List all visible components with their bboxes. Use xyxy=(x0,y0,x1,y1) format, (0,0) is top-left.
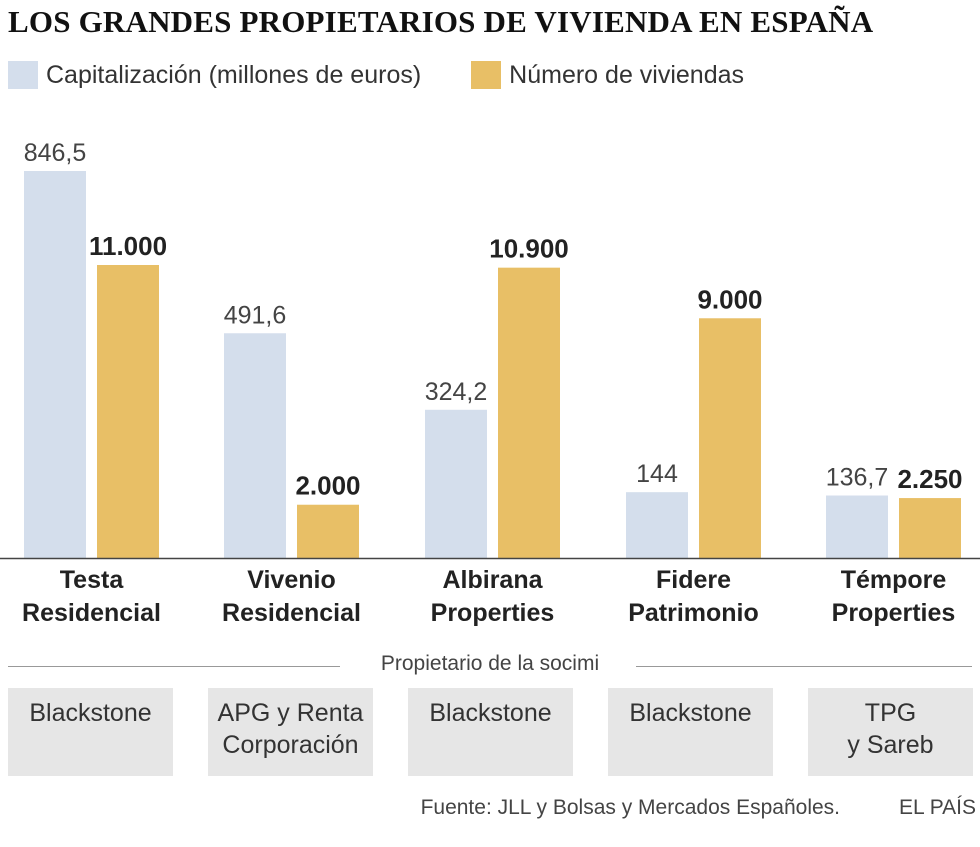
data-label-viviendas-1: 11.000 xyxy=(89,231,167,261)
chart-title: LOS GRANDES PROPIETARIOS DE VIVIENDA EN … xyxy=(8,4,874,39)
bar-chart: 846,5 11.000 Testa Residencial 491,6 2.000 Viv… xyxy=(0,139,980,627)
owner-name-1-line-1: Blackstone xyxy=(29,699,152,727)
owner-box-4: Blackstone xyxy=(608,688,773,776)
bar-viviendas-1 xyxy=(97,265,159,558)
legend-swatch-capitalizacion xyxy=(8,61,38,89)
data-label-viviendas-3: 10.900 xyxy=(489,234,569,264)
legend-item-capitalizacion: Capitalización (millones de euros) xyxy=(8,61,421,90)
owner-box-3: Blackstone xyxy=(408,688,573,776)
section-divider-right xyxy=(636,666,972,667)
category-label-4-line-1: Fidere xyxy=(656,566,731,594)
section-divider-left xyxy=(8,666,340,667)
owner-name-5-line-1: TPG xyxy=(864,699,917,727)
data-label-capitalizacion-3: 324,2 xyxy=(425,378,488,406)
owners-section-header: Propietario de la socimi xyxy=(0,650,980,680)
owner-name-4-line-1: Blackstone xyxy=(629,699,752,727)
category-label-1-line-1: Testa xyxy=(60,566,125,594)
legend-item-viviendas: Número de viviendas xyxy=(471,61,744,90)
data-label-capitalizacion-5: 136,7 xyxy=(826,464,889,492)
category-label-4-line-2: Patrimonio xyxy=(628,599,759,627)
category-label-2-line-1: Vivenio xyxy=(247,566,335,594)
bar-viviendas-5 xyxy=(899,498,961,558)
data-label-capitalizacion-4: 144 xyxy=(636,460,678,488)
owner-name-3-line-1: Blackstone xyxy=(429,699,552,727)
brand-credit: EL PAÍS xyxy=(898,796,976,819)
owner-box-5: TPG y Sareb xyxy=(808,688,973,776)
data-label-capitalizacion-1: 846,5 xyxy=(24,139,87,167)
legend-label-capitalizacion: Capitalización (millones de euros) xyxy=(46,60,422,89)
owners-row: Blackstone APG y Renta Corporación Blacksto… xyxy=(0,688,980,776)
source-note: Fuente: JLL y Bolsas y Mercados Españole… xyxy=(420,796,840,819)
legend: Capitalización (millones de euros) Númer… xyxy=(8,58,794,92)
owner-box-1: Blackstone xyxy=(8,688,173,776)
category-label-3-line-1: Albirana xyxy=(442,566,543,594)
legend-label-viviendas: Número de viviendas xyxy=(509,60,745,89)
legend-swatch-viviendas xyxy=(471,61,502,89)
category-label-2-line-2: Residencial xyxy=(222,599,361,627)
data-label-capitalizacion-2: 491,6 xyxy=(224,301,287,329)
bar-capitalizacion-5 xyxy=(826,495,888,558)
owner-box-2: APG y Renta Corporación xyxy=(208,688,373,776)
owner-name-2-line-1: APG y Renta xyxy=(217,699,364,727)
bar-capitalizacion-4 xyxy=(626,492,688,558)
owner-name-2-line-2: Corporación xyxy=(222,731,359,759)
category-label-1-line-2: Residencial xyxy=(22,599,161,627)
owners-section-label: Propietario de la socimi xyxy=(380,652,600,675)
category-label-3-line-2: Properties xyxy=(431,599,555,627)
bar-capitalizacion-3 xyxy=(425,409,487,558)
bar-viviendas-2 xyxy=(297,504,359,558)
bar-capitalizacion-2 xyxy=(224,333,286,558)
data-label-viviendas-5: 2.250 xyxy=(897,464,962,494)
bar-capitalizacion-1 xyxy=(24,171,86,558)
data-label-viviendas-4: 9.000 xyxy=(697,284,762,314)
footer: Fuente: JLL y Bolsas y Mercados Españole… xyxy=(0,796,980,826)
owner-name-5-line-2: y Sareb xyxy=(847,731,934,759)
category-label-5-line-2: Properties xyxy=(832,599,956,627)
category-label-5-line-1: Témpore xyxy=(841,566,947,594)
bar-viviendas-3 xyxy=(498,267,560,558)
bar-viviendas-4 xyxy=(699,318,761,558)
data-label-viviendas-2: 2.000 xyxy=(295,471,360,501)
